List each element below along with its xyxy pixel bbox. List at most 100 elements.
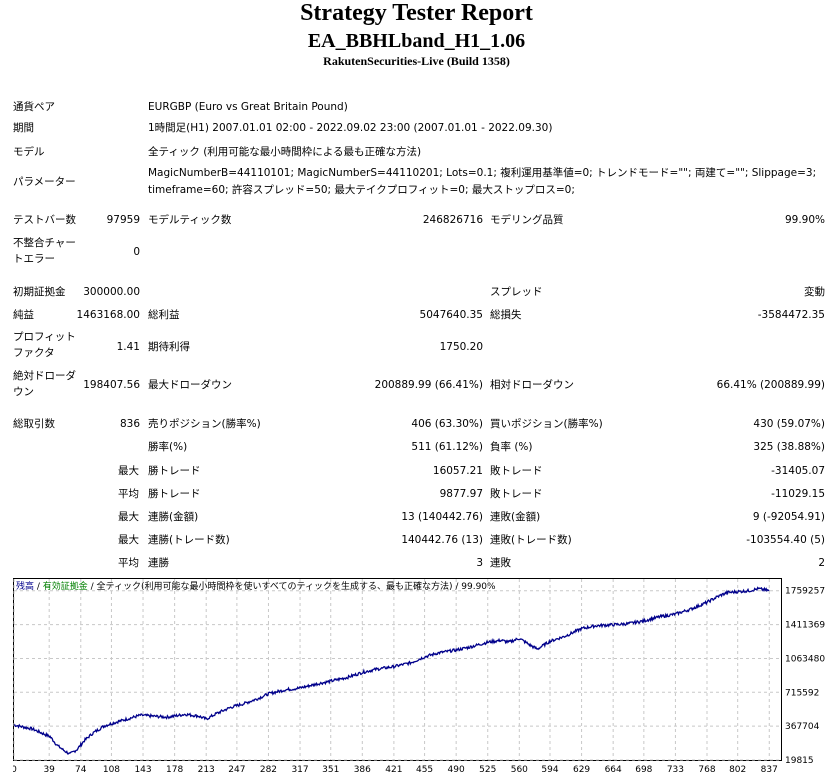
long-label: 買いポジション(勝率%) xyxy=(490,418,603,430)
balance-chart: 19815 367704 715592 1063480 1411369 1759257 0… xyxy=(13,578,825,775)
avg-win-label: 勝トレード xyxy=(148,488,201,500)
abs-dd-label-1: 絶対ドローダ xyxy=(13,370,76,382)
avg-consec-loss-value: 2 xyxy=(818,557,825,569)
largest-win-label: 勝トレード xyxy=(148,465,201,477)
average-prefix: 平均 xyxy=(118,488,139,500)
pf-label-1: プロフィット xyxy=(13,331,76,343)
model-value: 全ティック (利用可能な最小時間枠による最も正確な方法) xyxy=(148,146,422,158)
model-label: モデル xyxy=(13,146,45,158)
plot-frame xyxy=(13,578,782,761)
mismatch-label-2: トエラー xyxy=(13,253,55,265)
x-tick-label: 213 xyxy=(198,765,215,775)
y-tick-label: 1411369 xyxy=(785,621,825,631)
period-label: 期間 xyxy=(13,122,34,134)
y-tick-label: 19815 xyxy=(785,756,814,766)
win-rate-value: 511 (61.12%) xyxy=(411,441,483,453)
balance-legend: 残高 xyxy=(16,582,35,592)
avg-loss-label: 敗トレード xyxy=(490,488,543,500)
loss-rate-value: 325 (38.88%) xyxy=(753,441,825,453)
x-tick-label: 74 xyxy=(75,765,87,775)
max-dd-value: 200889.99 (66.41%) xyxy=(374,379,483,391)
x-tick-label: 351 xyxy=(322,765,339,775)
largest-prefix: 最大 xyxy=(118,465,139,477)
server-name: RakutenSecurities-Live (Build 1358) xyxy=(323,54,510,68)
y-tick-label: 367704 xyxy=(785,722,820,732)
avg-consec-win-label: 連勝 xyxy=(148,557,169,569)
x-tick-label: 0 xyxy=(13,765,17,775)
avg-win-value: 9877.97 xyxy=(439,488,483,500)
x-tick-label: 837 xyxy=(761,765,778,775)
caption-rest: / 全ティック(利用可能な最小時間枠を使いすべてのティックを生成する、最も正確な… xyxy=(87,582,496,592)
avg-consec-prefix: 平均 xyxy=(118,557,139,569)
gross-loss-label: 総損失 xyxy=(490,309,522,321)
x-tick-label: 664 xyxy=(605,765,622,775)
net-value: 1463168.00 xyxy=(76,309,140,321)
rel-dd-value: 66.41% (200889.99) xyxy=(716,379,825,391)
symbol-label: 通貨ペア xyxy=(13,101,55,113)
x-tick-label: 768 xyxy=(698,765,715,775)
max-consec-profit-label: 連勝(トレード数) xyxy=(148,534,230,546)
abs-dd-label-2: ウン xyxy=(13,386,34,398)
x-tick-label: 733 xyxy=(667,765,684,775)
x-tick-label: 39 xyxy=(43,765,55,775)
x-tick-label: 108 xyxy=(103,765,120,775)
avg-loss-value: -11029.15 xyxy=(771,488,825,500)
x-tick-label: 629 xyxy=(573,765,590,775)
x-tick-label: 490 xyxy=(448,765,465,775)
long-value: 430 (59.07%) xyxy=(753,418,825,430)
y-tick-label: 1759257 xyxy=(785,587,825,597)
x-tick-label: 698 xyxy=(635,765,652,775)
expected-value: 1750.20 xyxy=(439,341,483,353)
largest-loss-value: -31405.07 xyxy=(771,465,825,477)
period-value: 1時間足(H1) 2007.01.01 02:00 - 2022.09.02 2… xyxy=(148,122,553,134)
expected-label: 期待利得 xyxy=(148,341,190,353)
quality-value: 99.90% xyxy=(784,214,825,226)
max-consec-lossamt-value: -103554.40 (5) xyxy=(746,534,825,546)
caption-sep: / xyxy=(34,582,43,592)
x-tick-label: 317 xyxy=(291,765,308,775)
win-rate-label: 勝率(%) xyxy=(148,441,188,453)
chart-grid xyxy=(13,579,781,761)
max-consec-profit-value: 140442.76 (13) xyxy=(401,534,483,546)
y-tick-label: 715592 xyxy=(785,688,819,698)
pf-value: 1.41 xyxy=(116,341,140,353)
max-consec-prefix: 最大 xyxy=(118,511,139,523)
ticks-value: 246826716 xyxy=(422,214,483,226)
x-tick-label: 143 xyxy=(134,765,151,775)
balance-line xyxy=(13,586,770,755)
max-consec-win-label: 連勝(金額) xyxy=(148,511,199,523)
report-title: Strategy Tester Report xyxy=(300,0,533,26)
x-tick-label: 386 xyxy=(354,765,371,775)
max-consec-loss-value: 9 (-92054.91) xyxy=(752,511,825,523)
x-tick-label: 421 xyxy=(385,765,402,775)
max-consec-loss-label: 連敗(金額) xyxy=(490,511,541,523)
x-tick-label: 802 xyxy=(729,765,746,775)
x-tick-label: 282 xyxy=(260,765,277,775)
max-dd-label: 最大ドローダウン xyxy=(148,379,232,391)
params-line-2: timeframe=60; 許容スプレッド=50; 最大テイクプロフィット=0;… xyxy=(148,184,575,196)
avg-consec-loss-label: 連敗 xyxy=(490,557,511,569)
x-tick-label: 178 xyxy=(166,765,183,775)
symbol-value: EURGBP (Euro vs Great Britain Pound) xyxy=(148,101,348,113)
x-tick-labels: 0 39 74 108 143 178 213 247 282 317 351 386 421 455 49… xyxy=(13,765,778,775)
x-tick-label: 455 xyxy=(416,765,433,775)
bars-value: 97959 xyxy=(106,214,140,226)
chart-caption: 残高 / 有効証拠金 / 全ティック(利用可能な最小時間枠を使いすべてのティック… xyxy=(16,580,496,594)
largest-loss-label: 敗トレード xyxy=(490,465,543,477)
ticks-label: モデルティック数 xyxy=(148,214,232,226)
net-label: 純益 xyxy=(13,309,34,321)
x-tick-label: 525 xyxy=(479,765,496,775)
bars-label: テストバー数 xyxy=(13,214,76,226)
max-consec-lossamt-label: 連敗(トレード数) xyxy=(490,534,572,546)
gross-profit-value: 5047640.35 xyxy=(419,309,483,321)
params-label: パラメーター xyxy=(13,176,76,188)
max-consec-profit-prefix: 最大 xyxy=(118,534,139,546)
spread-value: 変動 xyxy=(804,286,825,298)
params-line-1: MagicNumberB=44110101; MagicNumberS=4411… xyxy=(148,167,817,179)
short-label: 売りポジション(勝率%) xyxy=(148,418,261,430)
quality-label: モデリング品質 xyxy=(490,214,564,226)
trades-value: 836 xyxy=(119,418,140,430)
mismatch-label-1: 不整合チャー xyxy=(13,237,76,249)
largest-win-value: 16057.21 xyxy=(432,465,483,477)
abs-dd-value: 198407.56 xyxy=(83,379,140,391)
